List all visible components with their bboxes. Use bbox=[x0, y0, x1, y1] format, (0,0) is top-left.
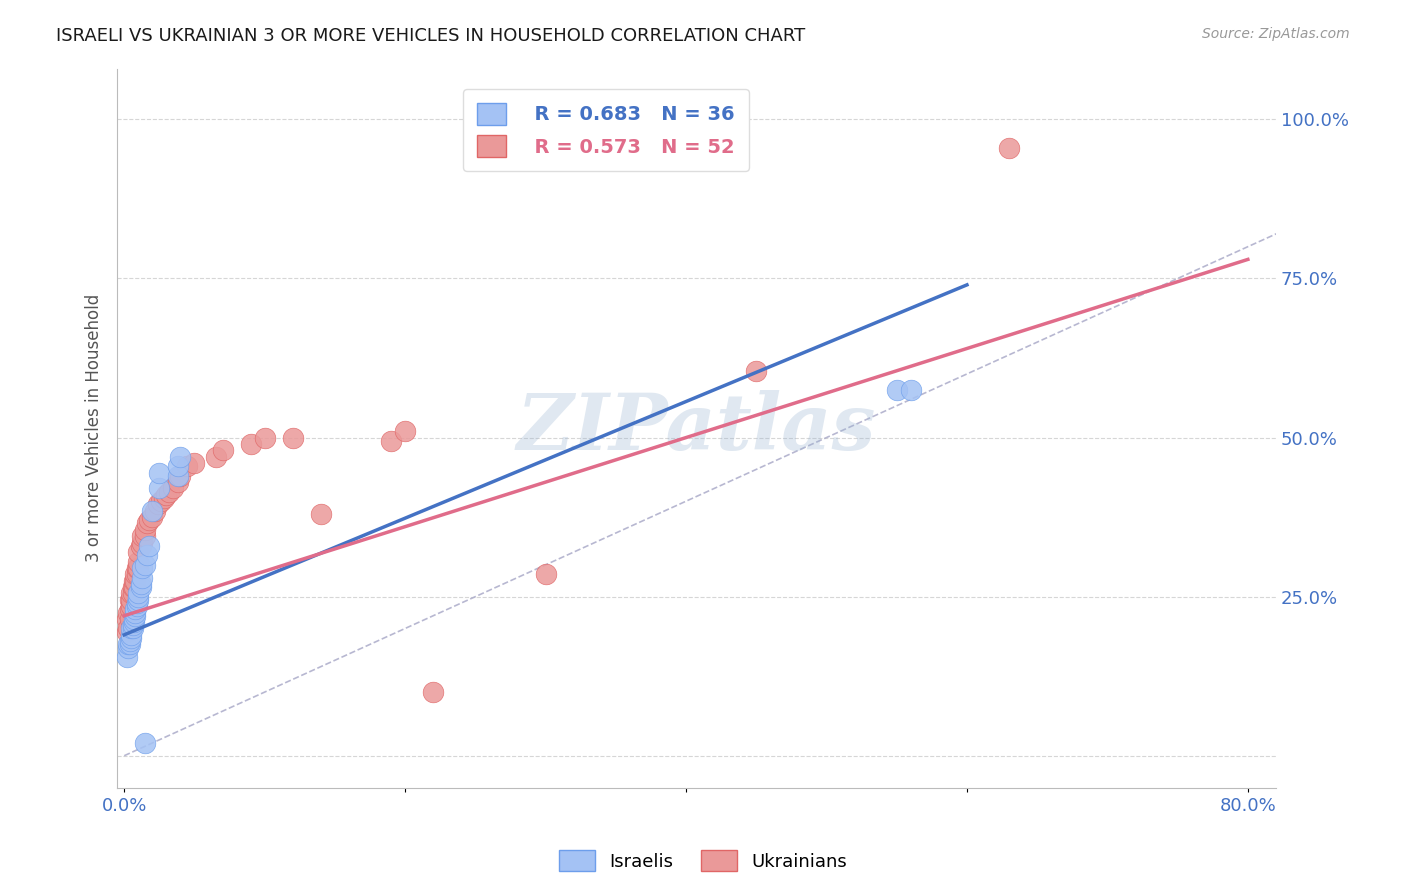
Point bbox=[127, 590, 149, 604]
Point bbox=[120, 631, 142, 645]
Point bbox=[118, 612, 141, 626]
Point bbox=[166, 459, 188, 474]
Point bbox=[152, 491, 174, 505]
Point bbox=[176, 459, 198, 474]
Point bbox=[115, 612, 138, 626]
Point bbox=[134, 558, 156, 572]
Point bbox=[118, 637, 141, 651]
Point bbox=[125, 561, 148, 575]
Point bbox=[129, 577, 152, 591]
Point bbox=[122, 580, 145, 594]
Point bbox=[138, 539, 160, 553]
Point bbox=[134, 523, 156, 537]
Point bbox=[745, 364, 768, 378]
Point bbox=[122, 574, 145, 588]
Point bbox=[124, 567, 146, 582]
Point bbox=[127, 592, 149, 607]
Point bbox=[534, 567, 557, 582]
Point bbox=[117, 606, 139, 620]
Point bbox=[169, 450, 191, 464]
Point bbox=[131, 570, 153, 584]
Point bbox=[155, 488, 177, 502]
Point bbox=[127, 586, 149, 600]
Point bbox=[121, 586, 143, 600]
Point bbox=[131, 561, 153, 575]
Point bbox=[204, 450, 226, 464]
Point bbox=[120, 599, 142, 614]
Point bbox=[281, 431, 304, 445]
Point bbox=[138, 513, 160, 527]
Point bbox=[122, 612, 145, 626]
Point bbox=[131, 535, 153, 549]
Point bbox=[120, 586, 142, 600]
Point bbox=[129, 580, 152, 594]
Point bbox=[900, 383, 922, 397]
Point bbox=[135, 549, 157, 563]
Point bbox=[120, 622, 142, 636]
Point bbox=[127, 561, 149, 575]
Point bbox=[166, 468, 188, 483]
Point bbox=[125, 567, 148, 582]
Point bbox=[118, 634, 141, 648]
Point bbox=[124, 602, 146, 616]
Point bbox=[148, 482, 170, 496]
Point bbox=[124, 574, 146, 588]
Point bbox=[141, 510, 163, 524]
Point bbox=[239, 437, 262, 451]
Point bbox=[394, 424, 416, 438]
Point bbox=[998, 141, 1021, 155]
Point bbox=[125, 596, 148, 610]
Point bbox=[122, 615, 145, 629]
Point bbox=[146, 497, 169, 511]
Legend: Israelis, Ukrainians: Israelis, Ukrainians bbox=[551, 843, 855, 879]
Point bbox=[129, 539, 152, 553]
Point bbox=[131, 529, 153, 543]
Point bbox=[211, 443, 233, 458]
Point bbox=[127, 555, 149, 569]
Point bbox=[117, 640, 139, 655]
Point bbox=[115, 624, 138, 639]
Point bbox=[169, 468, 191, 483]
Text: ISRAELI VS UKRAINIAN 3 OR MORE VEHICLES IN HOUSEHOLD CORRELATION CHART: ISRAELI VS UKRAINIAN 3 OR MORE VEHICLES … bbox=[56, 27, 806, 45]
Point bbox=[118, 602, 141, 616]
Point bbox=[117, 637, 139, 651]
Point bbox=[422, 685, 444, 699]
Point bbox=[141, 504, 163, 518]
Point bbox=[127, 545, 149, 559]
Point bbox=[886, 383, 908, 397]
Point bbox=[120, 592, 142, 607]
Point bbox=[125, 599, 148, 614]
Legend:   R = 0.683   N = 36,   R = 0.573   N = 52: R = 0.683 N = 36, R = 0.573 N = 52 bbox=[463, 89, 748, 171]
Point bbox=[121, 618, 143, 632]
Point bbox=[115, 650, 138, 665]
Point bbox=[148, 466, 170, 480]
Point bbox=[157, 484, 180, 499]
Point bbox=[124, 608, 146, 623]
Point bbox=[166, 475, 188, 489]
Point bbox=[134, 736, 156, 750]
Point bbox=[183, 456, 205, 470]
Point bbox=[162, 482, 184, 496]
Point bbox=[121, 622, 143, 636]
Point bbox=[149, 494, 172, 508]
Point bbox=[121, 580, 143, 594]
Point bbox=[135, 516, 157, 531]
Point bbox=[118, 592, 141, 607]
Text: Source: ZipAtlas.com: Source: ZipAtlas.com bbox=[1202, 27, 1350, 41]
Point bbox=[380, 434, 402, 448]
Point bbox=[117, 622, 139, 636]
Point bbox=[120, 628, 142, 642]
Y-axis label: 3 or more Vehicles in Household: 3 or more Vehicles in Household bbox=[86, 293, 103, 562]
Text: ZIPatlas: ZIPatlas bbox=[517, 390, 876, 467]
Point bbox=[134, 529, 156, 543]
Point bbox=[309, 507, 332, 521]
Point bbox=[253, 431, 276, 445]
Point bbox=[143, 504, 166, 518]
Point bbox=[124, 606, 146, 620]
